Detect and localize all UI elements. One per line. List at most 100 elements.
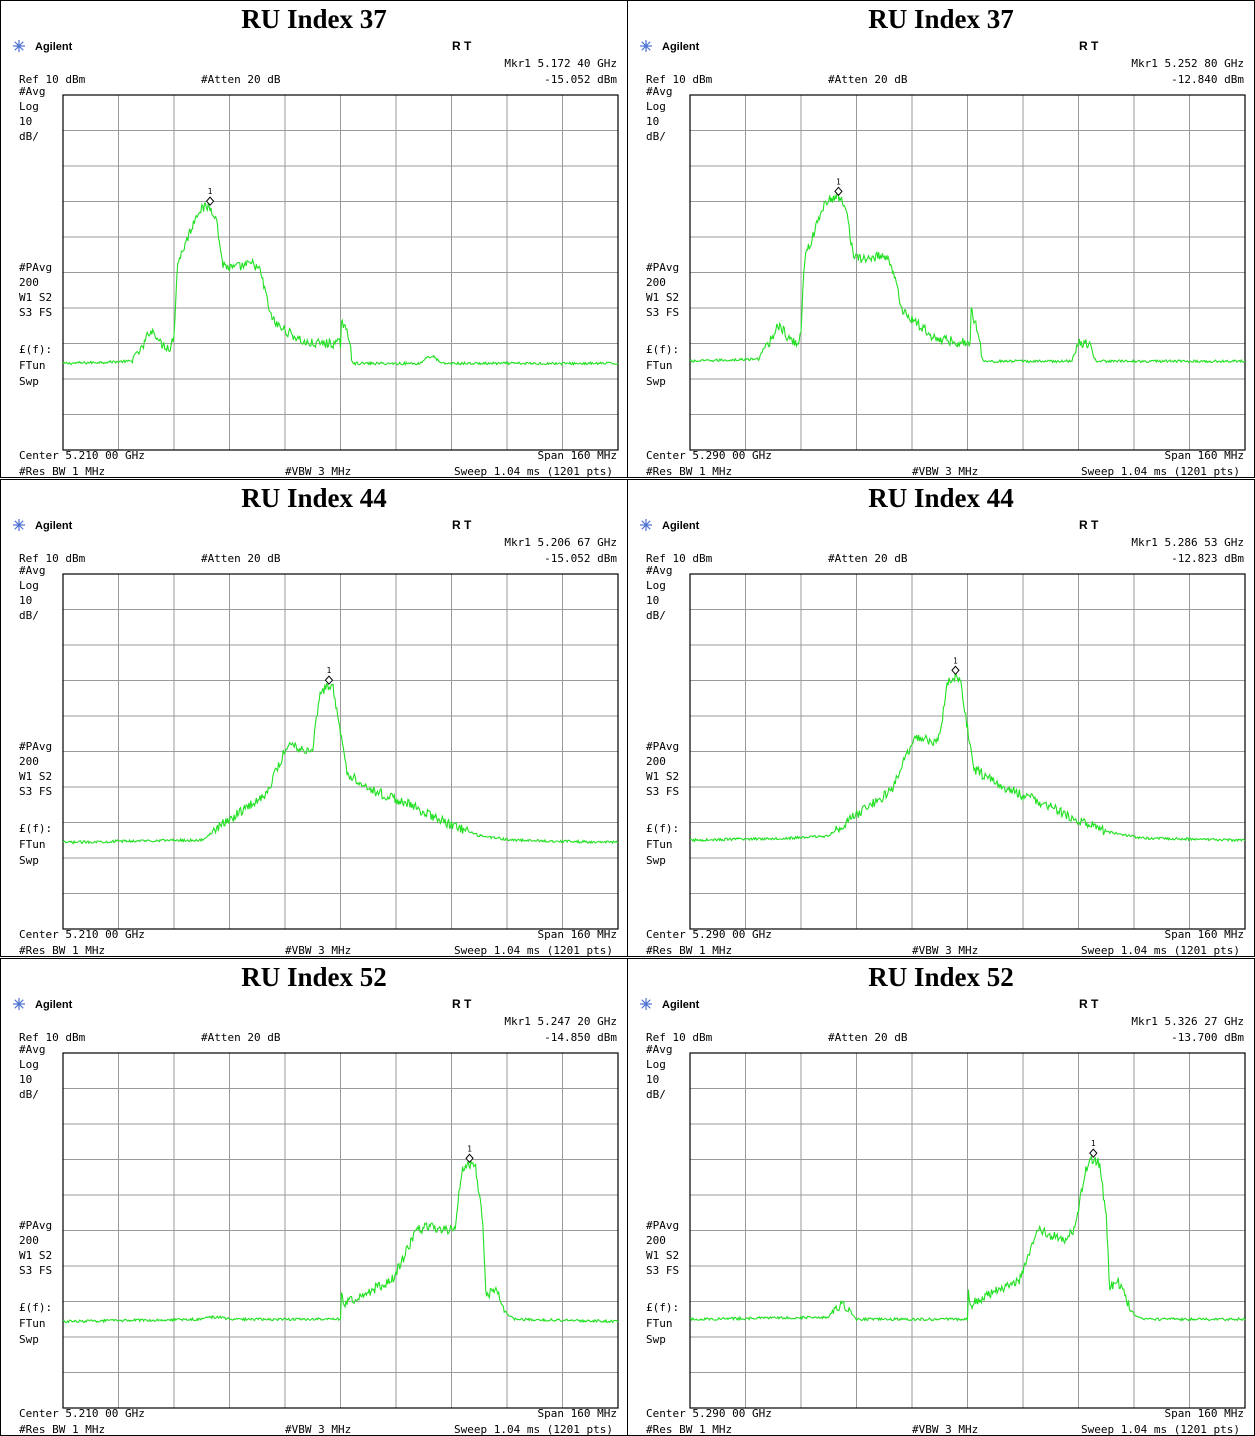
- panel-4: RU Index 44 Agilent R T Mkr1 5.286 53 GHz Re…: [627, 479, 1255, 957]
- left-annotation: 200: [19, 1234, 39, 1247]
- left-annotation: #PAvg: [646, 1219, 679, 1232]
- panel-title: RU Index 52: [241, 962, 387, 992]
- left-annotation: 10: [19, 594, 32, 607]
- marker-frequency: Mkr1 5.286 53 GHz: [1131, 536, 1244, 549]
- graticule: [62, 94, 619, 451]
- left-annotation: FTun: [646, 838, 673, 851]
- attenuation: #Atten 20 dB: [828, 552, 908, 565]
- left-annotation: dB/: [646, 1088, 666, 1101]
- agilent-starburst-icon: [640, 998, 652, 1010]
- left-annotation: Log: [646, 100, 666, 113]
- sweep-time: Sweep 1.04 ms (1201 pts): [454, 465, 613, 478]
- left-annotation: 200: [646, 1234, 666, 1247]
- panel-title: RU Index 52: [868, 962, 1014, 992]
- left-annotation: 10: [646, 594, 659, 607]
- marker-frequency: Mkr1 5.172 40 GHz: [504, 57, 617, 70]
- left-annotation: Log: [19, 100, 39, 113]
- resolution-bandwidth: #Res BW 1 MHz: [19, 944, 105, 957]
- video-bandwidth: #VBW 3 MHz: [285, 1423, 351, 1436]
- marker-level: -13.700 dBm: [1171, 1031, 1244, 1044]
- span: Span 160 MHz: [1165, 449, 1244, 462]
- left-annotation: £(f):: [19, 343, 52, 356]
- marker-number: 1: [1091, 1139, 1096, 1148]
- marker-number: 1: [208, 187, 213, 196]
- marker-number: 1: [327, 666, 332, 675]
- resolution-bandwidth: #Res BW 1 MHz: [19, 465, 105, 478]
- attenuation: #Atten 20 dB: [201, 1031, 281, 1044]
- left-annotation: #PAvg: [646, 740, 679, 753]
- left-annotation: 200: [19, 276, 39, 289]
- video-bandwidth: #VBW 3 MHz: [912, 1423, 978, 1436]
- marker-diamond-icon: [834, 186, 843, 197]
- resolution-bandwidth: #Res BW 1 MHz: [646, 465, 732, 478]
- left-annotation: £(f):: [646, 822, 679, 835]
- marker-level: -15.052 dBm: [544, 552, 617, 565]
- agilent-starburst-icon: [13, 40, 25, 52]
- left-annotation: S3 FS: [646, 306, 679, 319]
- attenuation: #Atten 20 dB: [201, 73, 281, 86]
- resolution-bandwidth: #Res BW 1 MHz: [646, 1423, 732, 1436]
- mode-flags: R T: [452, 997, 472, 1011]
- marker-level: -14.850 dBm: [544, 1031, 617, 1044]
- left-annotation: 10: [19, 1073, 32, 1086]
- brand-label: Agilent: [662, 999, 700, 1011]
- left-annotation: 200: [646, 755, 666, 768]
- spectrum-trace: [62, 682, 619, 845]
- left-annotation: £(f):: [646, 343, 679, 356]
- marker-level: -15.052 dBm: [544, 73, 617, 86]
- left-annotation: FTun: [19, 838, 46, 851]
- analyzer-screen: Agilent R T Mkr1 5.286 53 GHz Ref 10 dBm #At…: [640, 518, 1246, 957]
- panel-title: RU Index 44: [868, 483, 1014, 513]
- left-annotation: W1 S2: [19, 1249, 52, 1262]
- panel-2: RU Index 37 Agilent R T Mkr1 5.252 80 GHz Re…: [627, 0, 1255, 478]
- ref-level: Ref 10 dBm: [19, 73, 86, 86]
- center-frequency: Center 5.290 00 GHz: [646, 928, 772, 941]
- marker-diamond-icon: [465, 1153, 474, 1164]
- left-annotation: Swp: [19, 1333, 39, 1346]
- panel-6: RU Index 52 Agilent R T Mkr1 5.326 27 GHz Re…: [627, 958, 1255, 1436]
- left-annotation: W1 S2: [19, 291, 52, 304]
- span: Span 160 MHz: [1165, 1407, 1244, 1420]
- left-annotation: W1 S2: [646, 1249, 679, 1262]
- marker-level: -12.840 dBm: [1171, 73, 1244, 86]
- left-annotation: W1 S2: [646, 770, 679, 783]
- attenuation: #Atten 20 dB: [201, 552, 281, 565]
- left-annotation: FTun: [19, 359, 46, 372]
- brand-label: Agilent: [35, 999, 73, 1011]
- mode-flags: R T: [1079, 997, 1099, 1011]
- video-bandwidth: #VBW 3 MHz: [912, 944, 978, 957]
- left-annotation: dB/: [19, 130, 39, 143]
- left-annotation: Log: [646, 1058, 666, 1071]
- left-annotation: £(f):: [19, 822, 52, 835]
- mode-flags: R T: [1079, 39, 1099, 53]
- marker-frequency: Mkr1 5.247 20 GHz: [504, 1015, 617, 1028]
- spectrum-trace: [62, 202, 619, 367]
- panel-3: RU Index 44 Agilent R T Mkr1 5.206 67 GHz Re…: [0, 479, 628, 957]
- left-annotation: Swp: [19, 375, 39, 388]
- left-annotation: Log: [646, 579, 666, 592]
- panel-title: RU Index 37: [868, 4, 1014, 34]
- graticule: [62, 573, 619, 930]
- brand-label: Agilent: [662, 41, 700, 53]
- video-bandwidth: #VBW 3 MHz: [285, 465, 351, 478]
- video-bandwidth: #VBW 3 MHz: [912, 465, 978, 478]
- marker-diamond-icon: [1089, 1148, 1098, 1158]
- left-annotation: #PAvg: [19, 1219, 52, 1232]
- marker-diamond-icon: [951, 665, 960, 676]
- left-annotation: #Avg: [646, 564, 673, 577]
- sweep-time: Sweep 1.04 ms (1201 pts): [1081, 1423, 1240, 1436]
- graticule: [689, 94, 1246, 451]
- center-frequency: Center 5.210 00 GHz: [19, 1407, 145, 1420]
- left-annotation: #Avg: [19, 1043, 46, 1056]
- spectrum-trace: [689, 191, 1246, 364]
- center-frequency: Center 5.290 00 GHz: [646, 1407, 772, 1420]
- left-annotation: Swp: [19, 854, 39, 867]
- left-annotation: 10: [646, 1073, 659, 1086]
- marker-number: 1: [467, 1144, 472, 1153]
- left-annotation: #PAvg: [19, 261, 52, 274]
- left-annotation: 200: [19, 755, 39, 768]
- left-annotation: S3 FS: [19, 785, 52, 798]
- graticule: [689, 1052, 1246, 1409]
- left-annotation: dB/: [19, 1088, 39, 1101]
- ref-level: Ref 10 dBm: [19, 552, 86, 565]
